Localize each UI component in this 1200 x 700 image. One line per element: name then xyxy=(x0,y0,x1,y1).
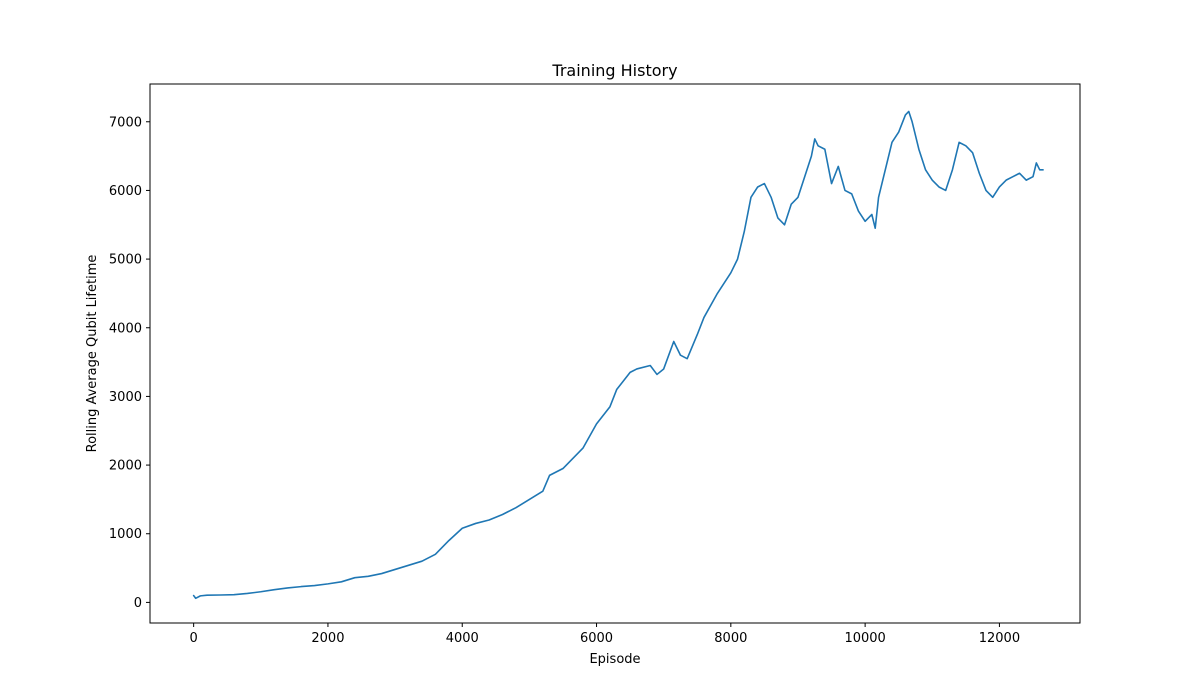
x-tick-label: 10000 xyxy=(844,631,885,646)
x-tick-label: 2000 xyxy=(311,631,344,646)
x-tick-label: 4000 xyxy=(446,631,479,646)
series-line-0 xyxy=(192,110,1044,600)
y-tick-label: 0 xyxy=(134,596,142,611)
x-tick-label: 12000 xyxy=(979,631,1020,646)
plot-frame xyxy=(149,83,1081,624)
y-tick-label: 5000 xyxy=(109,253,142,268)
y-tick-label: 2000 xyxy=(109,459,142,474)
x-tick-label: 0 xyxy=(190,631,198,646)
y-axis-title: Rolling Average Qubit Lifetime xyxy=(85,255,100,453)
y-tick-label: 7000 xyxy=(109,115,142,130)
chart-title: Training History xyxy=(551,61,677,80)
y-tick-label: 1000 xyxy=(109,527,142,542)
x-tick-label: 6000 xyxy=(580,631,613,646)
x-tick-label: 8000 xyxy=(714,631,747,646)
x-axis-title: Episode xyxy=(589,652,640,667)
y-tick-label: 3000 xyxy=(109,390,142,405)
y-tick-label: 4000 xyxy=(109,321,142,336)
y-tick-label: 6000 xyxy=(109,184,142,199)
